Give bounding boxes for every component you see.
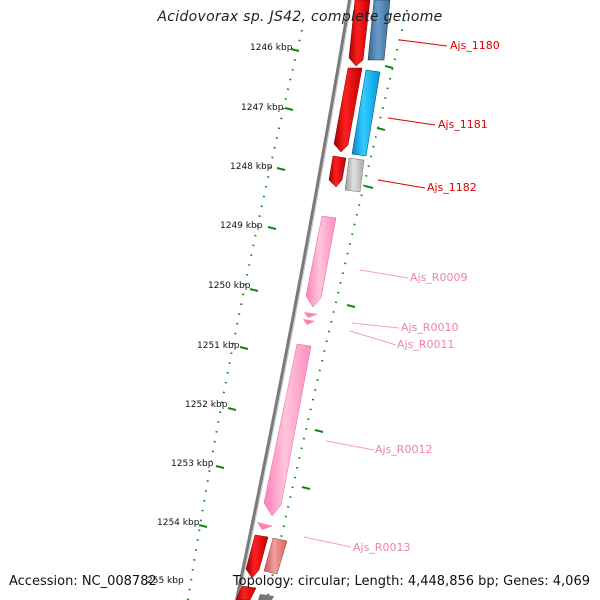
kbp-label: 1252 kbp (185, 400, 228, 410)
gene-ajs-r0013-shape[interactable] (257, 522, 273, 530)
rna-features (257, 215, 337, 530)
gene-label-ajs-r0011[interactable]: Ajs_R0011 (397, 338, 455, 351)
kbp-label: 1247 kbp (241, 103, 284, 113)
topology-text: Topology: circular; Length: 4,448,856 bp… (232, 574, 590, 589)
kbp-label: 1254 kbp (157, 518, 200, 528)
label-leaders (303, 39, 448, 548)
outer-ruler-track (187, 29, 303, 600)
page-title: Acidovorax sp. JS42, complete genome (157, 9, 443, 25)
kbp-label: 1250 kbp (208, 281, 251, 291)
gene-bottom-red-shape[interactable] (235, 585, 257, 600)
gene-ajs-1182-pair[interactable] (344, 157, 365, 193)
kbp-label: 1248 kbp (230, 162, 273, 172)
gene-label-ajs-r0013[interactable]: Ajs_R0013 (353, 541, 411, 554)
gene-ajs-r0011-shape[interactable] (303, 319, 315, 325)
cds-features-lower (235, 534, 288, 600)
gene-label-ajs-1181[interactable]: Ajs_1181 (438, 118, 488, 131)
genome-backbone-highlight (238, 0, 352, 600)
kbp-label: 1249 kbp (220, 221, 263, 231)
gene-lower-salmon-shape[interactable] (263, 537, 288, 575)
gene-ajs-1180-shape[interactable] (348, 0, 371, 67)
kbp-label: 1253 kbp (171, 459, 214, 469)
gene-label-ajs-r0010[interactable]: Ajs_R0010 (401, 321, 459, 334)
gene-ajs-1182-shape[interactable] (328, 155, 347, 188)
kbp-ticks (198, 48, 394, 528)
cds-features (328, 0, 391, 193)
gene-lower-red-shape[interactable] (245, 534, 269, 579)
kbp-label: 1251 kbp (197, 341, 240, 351)
gene-label-ajs-r0012[interactable]: Ajs_R0012 (375, 443, 433, 456)
gene-ajs-r0012-shape[interactable] (263, 343, 312, 517)
inner-ruler-track (266, 9, 408, 600)
gene-ajs-1180-pair[interactable] (367, 0, 391, 61)
gene-label-ajs-r0009[interactable]: Ajs_R0009 (410, 271, 468, 284)
gene-bottom-grey-shape[interactable] (258, 594, 274, 600)
genome-backbone (235, 0, 352, 600)
gene-label-ajs-1180[interactable]: Ajs_1180 (450, 39, 500, 52)
gene-ajs-1181-shape[interactable] (333, 67, 363, 153)
gene-ajs-r0009-shape[interactable] (305, 215, 337, 308)
kbp-label: 255 kbp (147, 576, 184, 586)
accession-text: Accession: NC_008782 (9, 574, 157, 589)
gene-ajs-r0010-shape[interactable] (304, 312, 318, 318)
gene-label-ajs-1182[interactable]: Ajs_1182 (427, 181, 477, 194)
kbp-label: 1246 kbp (250, 43, 293, 53)
gene-ajs-1181-pair[interactable] (351, 69, 381, 157)
